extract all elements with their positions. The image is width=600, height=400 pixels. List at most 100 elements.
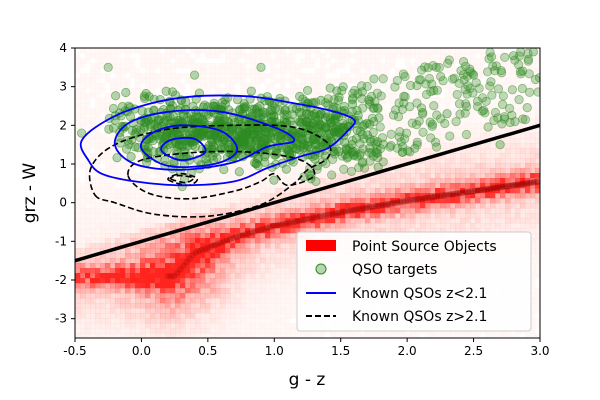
density-cell: [400, 53, 406, 59]
density-cell: [85, 238, 91, 244]
density-cell: [135, 98, 141, 104]
density-cell: [290, 93, 296, 99]
density-cell: [535, 233, 540, 239]
density-cell: [270, 243, 276, 249]
density-cell: [265, 263, 271, 269]
density-cell: [115, 223, 121, 229]
density-cell: [90, 128, 96, 134]
density-cell: [415, 93, 421, 99]
density-cell: [250, 298, 256, 304]
density-cell: [345, 53, 351, 59]
density-cell: [445, 133, 451, 139]
density-cell: [340, 123, 346, 129]
density-cell: [430, 178, 436, 184]
density-cell: [445, 158, 451, 164]
density-cell: [465, 63, 471, 69]
density-cell: [225, 163, 231, 169]
density-cell: [220, 293, 226, 299]
density-cell: [180, 253, 186, 259]
density-cell: [400, 193, 406, 199]
density-cell: [245, 183, 251, 189]
density-cell: [525, 223, 531, 229]
density-cell: [385, 58, 391, 64]
density-cell: [200, 263, 206, 269]
density-cell: [510, 143, 516, 149]
density-cell: [175, 308, 181, 314]
density-cell: [475, 58, 481, 64]
density-cell: [130, 113, 136, 119]
density-cell: [170, 83, 176, 89]
density-cell: [425, 113, 431, 119]
density-cell: [455, 93, 461, 99]
density-cell: [420, 228, 426, 234]
density-cell: [505, 148, 511, 154]
density-cell: [290, 168, 296, 174]
density-cell: [215, 113, 221, 119]
density-cell: [525, 163, 531, 169]
density-cell: [305, 63, 311, 69]
density-cell: [205, 143, 211, 149]
density-cell: [195, 273, 201, 279]
density-cell: [325, 188, 331, 194]
density-cell: [135, 78, 141, 84]
density-cell: [475, 63, 481, 69]
density-cell: [405, 218, 411, 224]
density-cell: [235, 328, 241, 334]
density-cell: [280, 303, 286, 309]
density-cell: [125, 153, 131, 159]
density-cell: [360, 98, 366, 104]
density-cell: [415, 98, 421, 104]
density-cell: [135, 203, 141, 209]
density-cell: [170, 273, 176, 279]
density-cell: [445, 128, 451, 134]
density-cell: [190, 328, 196, 334]
density-cell: [215, 298, 221, 304]
density-cell: [475, 178, 481, 184]
density-cell: [530, 168, 536, 174]
density-cell: [530, 243, 536, 249]
density-cell: [300, 188, 306, 194]
density-cell: [135, 228, 141, 234]
density-cell: [90, 93, 96, 99]
density-cell: [435, 93, 441, 99]
density-cell: [405, 228, 411, 234]
density-cell: [535, 168, 540, 174]
density-cell: [175, 63, 181, 69]
density-cell: [105, 233, 111, 239]
density-cell: [405, 113, 411, 119]
density-cell: [165, 333, 171, 338]
density-cell: [395, 198, 401, 204]
density-cell: [330, 118, 336, 124]
density-cell: [130, 223, 136, 229]
density-cell: [460, 193, 466, 199]
density-cell: [425, 208, 431, 214]
density-cell: [535, 273, 540, 279]
density-cell: [525, 178, 531, 184]
density-cell: [390, 158, 396, 164]
density-cell: [260, 243, 266, 249]
density-cell: [280, 188, 286, 194]
density-cell: [170, 263, 176, 269]
density-cell: [505, 178, 511, 184]
density-cell: [395, 68, 401, 74]
density-cell: [150, 183, 156, 189]
density-cell: [160, 253, 166, 259]
density-cell: [445, 228, 451, 234]
density-cell: [110, 243, 116, 249]
density-cell: [170, 318, 176, 324]
density-cell: [450, 138, 456, 144]
density-cell: [155, 308, 161, 314]
density-cell: [430, 133, 436, 139]
density-cell: [320, 58, 326, 64]
density-cell: [180, 98, 186, 104]
density-cell: [375, 58, 381, 64]
density-cell: [380, 108, 386, 114]
density-cell: [370, 228, 376, 234]
density-cell: [420, 98, 426, 104]
density-cell: [310, 183, 316, 189]
density-cell: [450, 158, 456, 164]
density-cell: [85, 133, 91, 139]
density-cell: [525, 53, 531, 59]
density-cell: [80, 83, 86, 89]
density-cell: [205, 178, 211, 184]
